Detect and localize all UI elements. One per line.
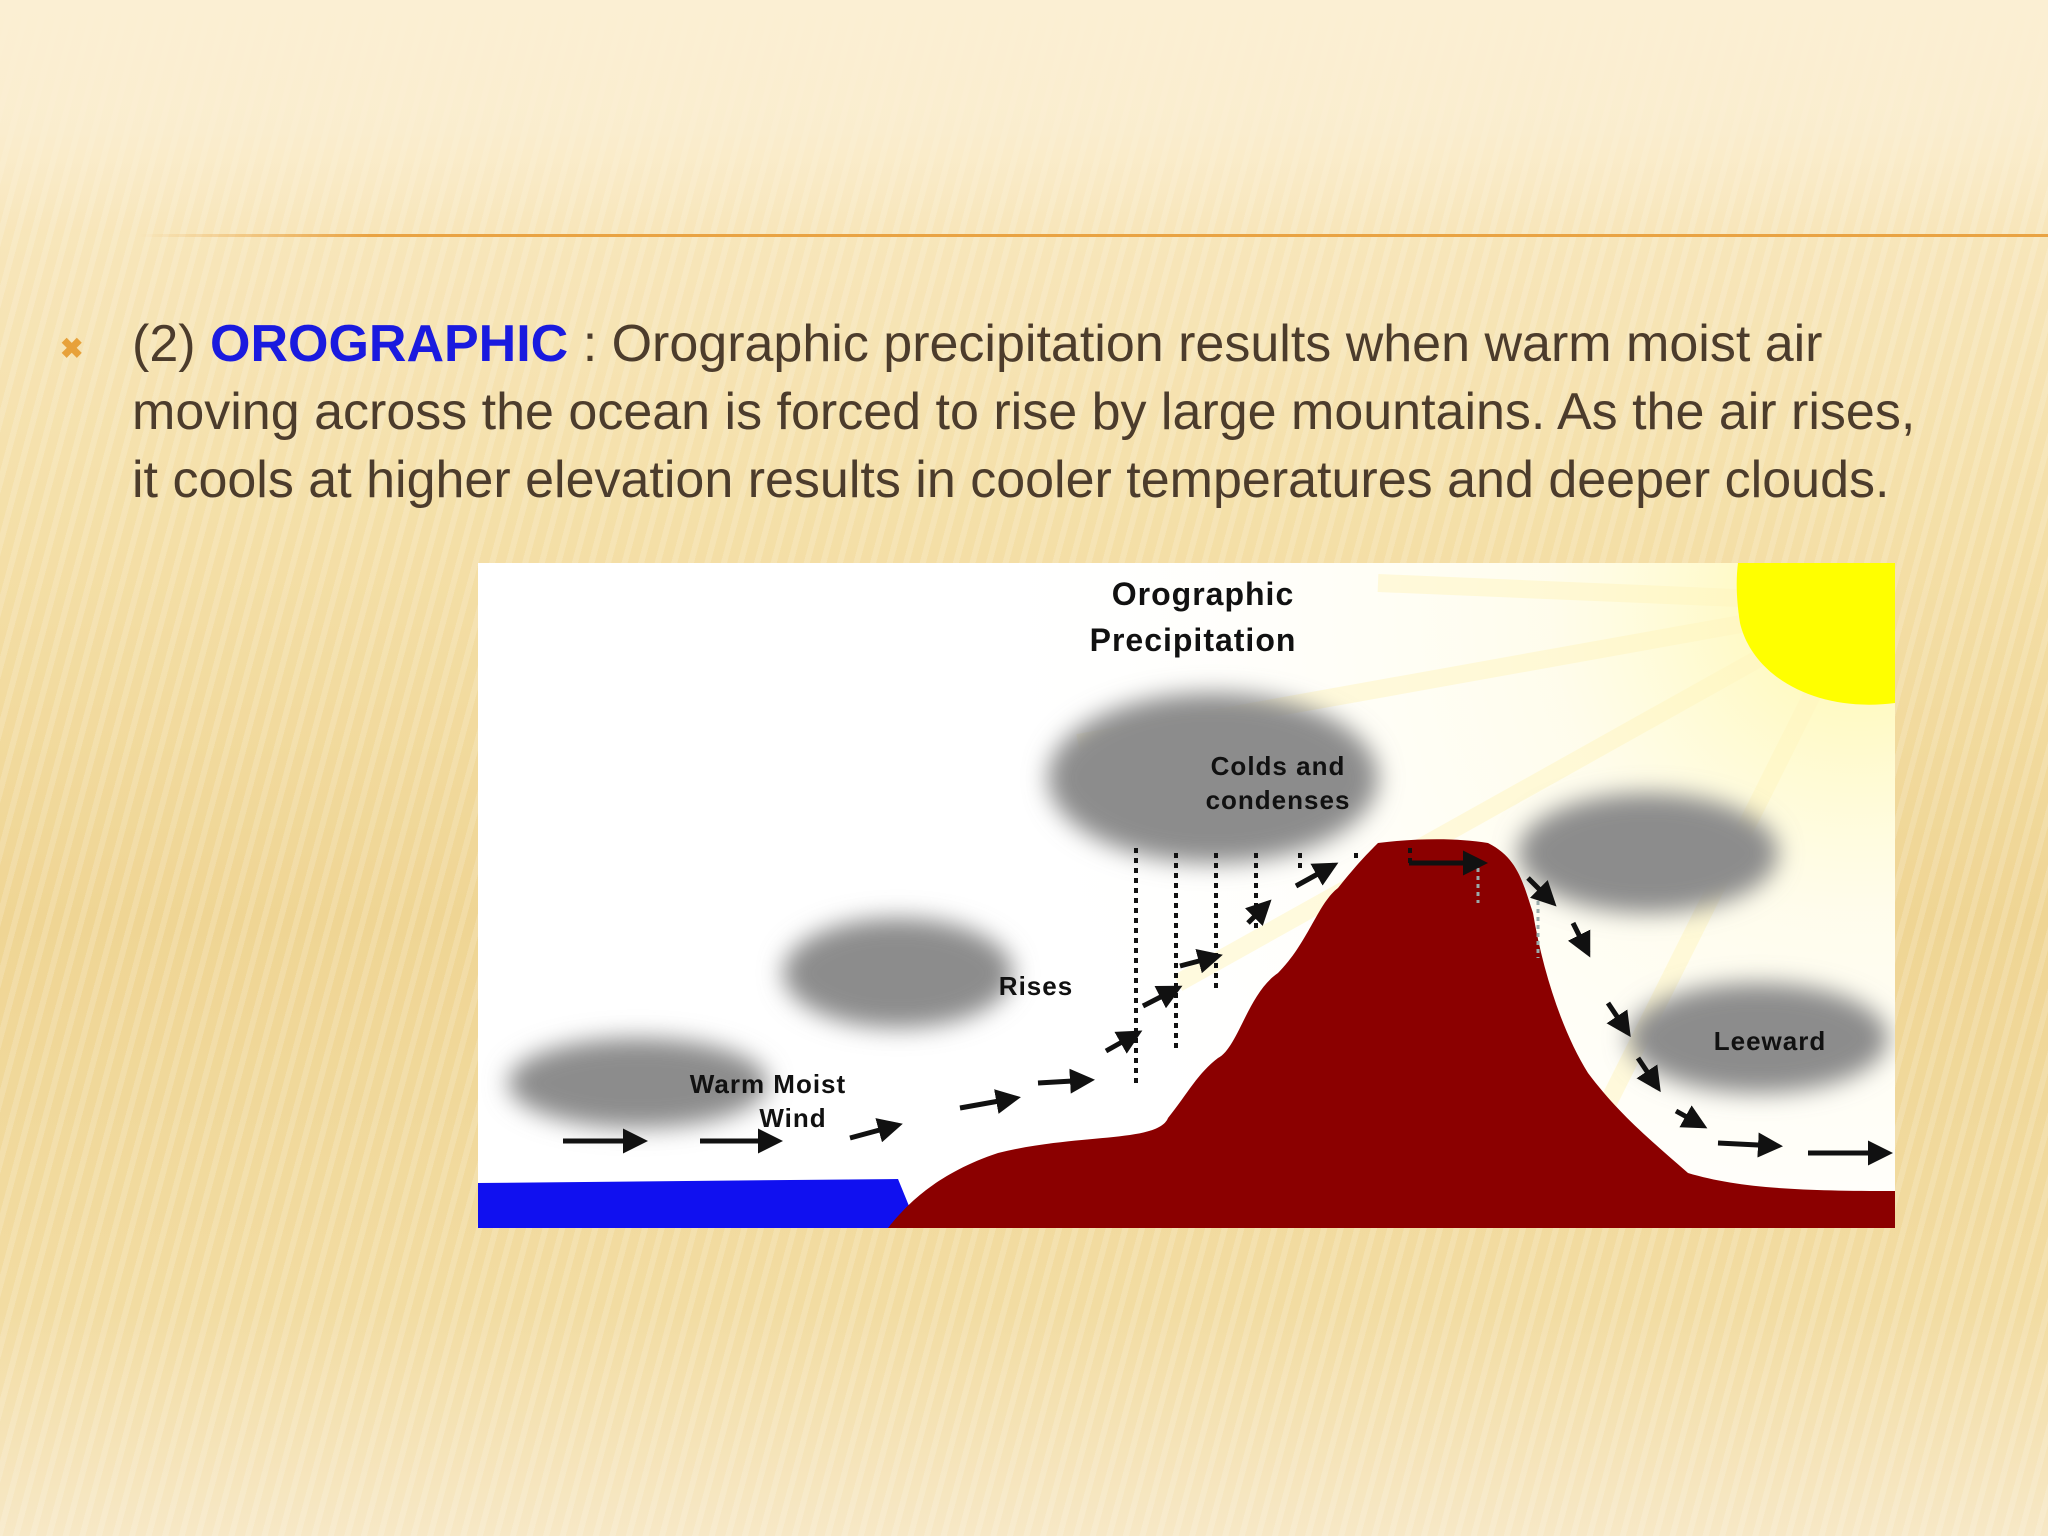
label-colds-line1: Colds and (1211, 751, 1346, 781)
orographic-diagram: Orographic Precipitation Colds and conde… (478, 563, 1895, 1228)
body-paragraph: (2) OROGRAPHIC : Orographic precipitatio… (132, 310, 1932, 514)
diagram-title-line2: Precipitation (1090, 622, 1297, 658)
keyword-orographic: OROGRAPHIC (210, 315, 569, 373)
wind-arrows (563, 850, 1893, 1166)
sun-icon (1736, 563, 1895, 705)
title-band (0, 0, 2048, 230)
cloud-shapes (508, 693, 1888, 1128)
label-leeward: Leeward (1714, 1026, 1827, 1056)
mountain (888, 839, 1895, 1228)
header-divider (140, 234, 2048, 237)
label-rises: Rises (999, 971, 1073, 1001)
label-warm-line1: Warm Moist (690, 1069, 846, 1099)
diagram-title-line1: Orographic (1112, 576, 1294, 612)
item-description: : Orographic precipitation results when … (132, 315, 1916, 509)
label-warm-line2: Wind (759, 1103, 826, 1133)
item-prefix: (2) (132, 315, 210, 373)
ocean (478, 1179, 918, 1228)
x-bullet-icon: ✖ (60, 333, 84, 364)
label-colds-line2: condenses (1206, 785, 1351, 815)
